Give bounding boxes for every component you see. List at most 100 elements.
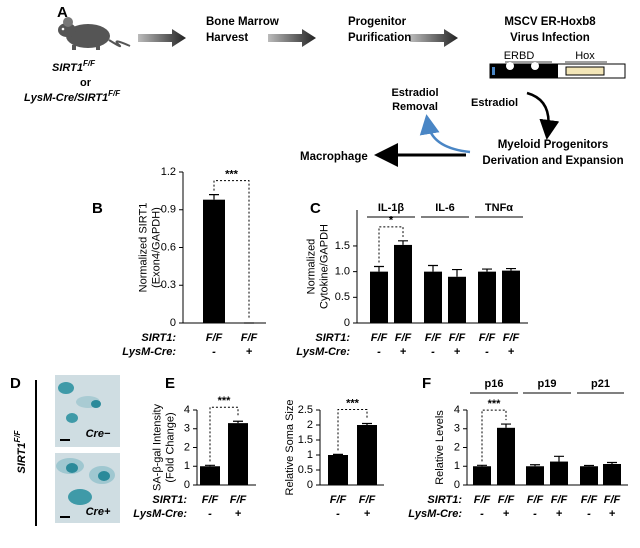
- error-bar: [398, 240, 408, 245]
- genotype-value: +: [454, 346, 461, 358]
- bar: [328, 455, 348, 485]
- error-bar: [584, 464, 594, 467]
- group-label: p16: [485, 378, 504, 390]
- genotype-value: F/F: [527, 494, 544, 506]
- bar: [580, 466, 598, 485]
- genotype-value: -: [336, 508, 340, 520]
- panel-label: D: [10, 375, 21, 392]
- y-axis-label: Normalized: [305, 239, 317, 295]
- genotype-label: LysM-Cre/SIRT1F/F: [24, 89, 121, 104]
- error-bar: [477, 464, 487, 467]
- bar: [497, 427, 515, 485]
- error-bar: [501, 423, 511, 428]
- construct: [489, 61, 626, 79]
- genotype-row-label: SIRT1:: [141, 332, 176, 344]
- genotype-value: F/F: [330, 494, 347, 506]
- bar: [448, 276, 466, 323]
- genotype-value: -: [212, 346, 216, 358]
- genotype-row-label: SIRT1:: [152, 494, 187, 506]
- error-bar: [607, 461, 617, 464]
- micrograph: [55, 453, 120, 523]
- y-tick-label: 0.3: [161, 279, 176, 291]
- micrograph: [55, 375, 120, 447]
- genotype-value: F/F: [395, 332, 412, 344]
- group-label: p21: [591, 378, 610, 390]
- significance-bracket: [209, 406, 239, 462]
- genotype-value: +: [364, 508, 371, 520]
- expansion-label: Derivation and Expansion: [482, 155, 623, 167]
- y-axis-label: (Exon4/GAPDH): [150, 207, 162, 288]
- genotype-value: -: [431, 346, 435, 358]
- genotype-row-label: LysM-Cre:: [133, 508, 187, 520]
- y-tick-label: 1: [307, 449, 313, 461]
- estradiol-label: Estradiol: [471, 97, 518, 109]
- panel-label: E: [165, 375, 175, 392]
- y-axis-label: Relative Levels: [434, 410, 446, 485]
- step-label: Harvest: [206, 32, 248, 44]
- significance-label: ***: [346, 397, 360, 409]
- genotype-value: F/F: [359, 494, 376, 506]
- group-label: IL-1β: [378, 202, 405, 214]
- micrograph-label: Cre−: [86, 428, 111, 440]
- y-tick-label: 4: [454, 404, 460, 416]
- genotype-value: +: [503, 508, 510, 520]
- significance-label: *: [389, 215, 394, 227]
- bar: [370, 271, 388, 323]
- y-tick-label: 1.5: [298, 434, 313, 446]
- genotype-value: -: [587, 508, 591, 520]
- significance-label: ***: [488, 398, 502, 410]
- genotype-label: SIRT1F/F: [13, 429, 28, 473]
- error-bar: [428, 264, 438, 272]
- error-bar: [530, 464, 540, 467]
- y-tick-label: 3: [454, 423, 460, 435]
- y-tick-label: 4: [184, 404, 190, 416]
- or-label: or: [80, 77, 92, 89]
- error-bar: [452, 268, 462, 277]
- expansion-label: Myeloid Progenitors: [498, 139, 609, 151]
- genotype-value: -: [377, 346, 381, 358]
- error-bar: [333, 453, 343, 455]
- error-bar: [209, 194, 219, 200]
- genotype-value: F/F: [498, 494, 515, 506]
- panel-label: A: [57, 4, 68, 21]
- error-bar: [554, 455, 564, 462]
- error-bar: [233, 420, 243, 424]
- y-axis-label: Cytokine/GAPDH: [318, 224, 330, 309]
- y-tick-label: 2: [307, 419, 313, 431]
- genotype-value: +: [400, 346, 407, 358]
- significance-label: ***: [218, 395, 232, 407]
- genotype-value: -: [533, 508, 537, 520]
- genotype-value: -: [480, 508, 484, 520]
- y-tick-label: 1.5: [335, 240, 350, 252]
- bar: [473, 466, 491, 485]
- y-axis-label: SA-β-gal Intensity: [151, 403, 163, 491]
- genotype-value: F/F: [241, 332, 258, 344]
- y-tick-label: 0.6: [161, 241, 176, 253]
- genotype-label: SIRT1F/F: [52, 59, 96, 74]
- genotype-value: -: [485, 346, 489, 358]
- error-bar: [482, 268, 492, 272]
- y-tick-label: 0.5: [298, 464, 313, 476]
- y-tick-label: 0: [454, 479, 460, 491]
- bar: [526, 466, 544, 485]
- panel-label: B: [92, 200, 103, 217]
- significance-bracket: [481, 409, 507, 462]
- genotype-value: F/F: [604, 494, 621, 506]
- genotype-value: +: [508, 346, 515, 358]
- y-tick-label: 1: [454, 460, 460, 472]
- genotype-value: F/F: [206, 332, 223, 344]
- y-tick-label: 0.9: [161, 204, 176, 216]
- bar: [502, 270, 520, 323]
- genotype-value: +: [556, 508, 563, 520]
- panel-label: C: [310, 200, 321, 217]
- genotype-value: -: [208, 508, 212, 520]
- y-tick-label: 0: [184, 479, 190, 491]
- construct-label: Hox: [575, 50, 595, 62]
- removal-label: Estradiol: [391, 87, 438, 99]
- bar: [424, 271, 442, 323]
- bar: [603, 464, 621, 485]
- y-tick-label: 0.5: [335, 291, 350, 303]
- error-bar: [374, 265, 384, 272]
- genotype-row-label: LysM-Cre:: [408, 508, 462, 520]
- bar: [203, 199, 225, 323]
